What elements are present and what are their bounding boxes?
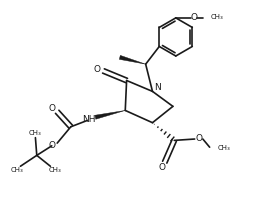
Text: CH₃: CH₃ bbox=[29, 130, 42, 136]
Text: O: O bbox=[48, 140, 55, 150]
Text: N: N bbox=[154, 83, 161, 92]
Text: CH₃: CH₃ bbox=[49, 167, 62, 173]
Text: NH: NH bbox=[82, 116, 96, 125]
Polygon shape bbox=[119, 55, 146, 64]
Text: O: O bbox=[191, 13, 198, 22]
Text: O: O bbox=[48, 104, 55, 113]
Text: O: O bbox=[196, 134, 203, 143]
Polygon shape bbox=[95, 110, 125, 119]
Text: CH₃: CH₃ bbox=[217, 145, 230, 151]
Text: CH₃: CH₃ bbox=[211, 14, 223, 20]
Text: CH₃: CH₃ bbox=[11, 167, 24, 173]
Text: O: O bbox=[93, 65, 100, 74]
Text: O: O bbox=[158, 163, 166, 172]
